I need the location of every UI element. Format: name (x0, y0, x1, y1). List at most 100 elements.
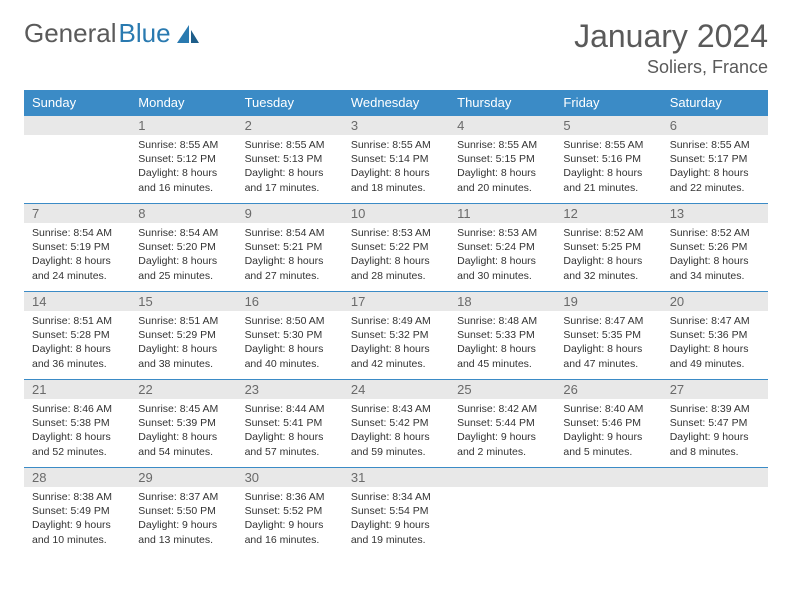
day-number: 11 (449, 204, 555, 223)
calendar-cell: 3Sunrise: 8:55 AMSunset: 5:14 PMDaylight… (343, 116, 449, 204)
calendar-cell: 9Sunrise: 8:54 AMSunset: 5:21 PMDaylight… (237, 204, 343, 292)
month-title: January 2024 (574, 18, 768, 55)
day-details: Sunrise: 8:52 AMSunset: 5:25 PMDaylight:… (555, 223, 661, 289)
day-details: Sunrise: 8:55 AMSunset: 5:12 PMDaylight:… (130, 135, 236, 201)
day-details: Sunrise: 8:49 AMSunset: 5:32 PMDaylight:… (343, 311, 449, 377)
day-details: Sunrise: 8:37 AMSunset: 5:50 PMDaylight:… (130, 487, 236, 553)
day-details: Sunrise: 8:50 AMSunset: 5:30 PMDaylight:… (237, 311, 343, 377)
day-details: Sunrise: 8:55 AMSunset: 5:16 PMDaylight:… (555, 135, 661, 201)
weekday-header: Wednesday (343, 90, 449, 116)
day-number: 30 (237, 468, 343, 487)
calendar-week-row: 7Sunrise: 8:54 AMSunset: 5:19 PMDaylight… (24, 204, 768, 292)
day-number: 16 (237, 292, 343, 311)
calendar-cell: 26Sunrise: 8:40 AMSunset: 5:46 PMDayligh… (555, 380, 661, 468)
day-number: 23 (237, 380, 343, 399)
day-number: 21 (24, 380, 130, 399)
day-details: Sunrise: 8:55 AMSunset: 5:15 PMDaylight:… (449, 135, 555, 201)
day-details: Sunrise: 8:54 AMSunset: 5:19 PMDaylight:… (24, 223, 130, 289)
day-number: 25 (449, 380, 555, 399)
calendar-cell: 18Sunrise: 8:48 AMSunset: 5:33 PMDayligh… (449, 292, 555, 380)
day-details: Sunrise: 8:45 AMSunset: 5:39 PMDaylight:… (130, 399, 236, 465)
day-number: 7 (24, 204, 130, 223)
day-number: 5 (555, 116, 661, 135)
calendar-cell: 5Sunrise: 8:55 AMSunset: 5:16 PMDaylight… (555, 116, 661, 204)
day-number: 27 (662, 380, 768, 399)
day-number: 24 (343, 380, 449, 399)
day-number: 29 (130, 468, 236, 487)
day-number: 2 (237, 116, 343, 135)
day-number: 8 (130, 204, 236, 223)
calendar-cell: 6Sunrise: 8:55 AMSunset: 5:17 PMDaylight… (662, 116, 768, 204)
calendar-cell: 17Sunrise: 8:49 AMSunset: 5:32 PMDayligh… (343, 292, 449, 380)
calendar-cell: 1Sunrise: 8:55 AMSunset: 5:12 PMDaylight… (130, 116, 236, 204)
day-details: Sunrise: 8:55 AMSunset: 5:17 PMDaylight:… (662, 135, 768, 201)
weekday-header: Tuesday (237, 90, 343, 116)
day-number: 12 (555, 204, 661, 223)
calendar-cell: 31Sunrise: 8:34 AMSunset: 5:54 PMDayligh… (343, 468, 449, 556)
logo-sail-icon (175, 23, 201, 45)
day-number: 10 (343, 204, 449, 223)
calendar-cell: 30Sunrise: 8:36 AMSunset: 5:52 PMDayligh… (237, 468, 343, 556)
weekday-header: Thursday (449, 90, 555, 116)
day-number-empty (449, 468, 555, 487)
day-number: 22 (130, 380, 236, 399)
calendar-cell (662, 468, 768, 556)
day-details: Sunrise: 8:51 AMSunset: 5:29 PMDaylight:… (130, 311, 236, 377)
day-number: 9 (237, 204, 343, 223)
calendar-cell: 7Sunrise: 8:54 AMSunset: 5:19 PMDaylight… (24, 204, 130, 292)
location: Soliers, France (574, 57, 768, 78)
day-details: Sunrise: 8:46 AMSunset: 5:38 PMDaylight:… (24, 399, 130, 465)
day-details: Sunrise: 8:43 AMSunset: 5:42 PMDaylight:… (343, 399, 449, 465)
calendar-cell: 2Sunrise: 8:55 AMSunset: 5:13 PMDaylight… (237, 116, 343, 204)
day-details: Sunrise: 8:48 AMSunset: 5:33 PMDaylight:… (449, 311, 555, 377)
weekday-header: Friday (555, 90, 661, 116)
weekday-header: Saturday (662, 90, 768, 116)
day-details: Sunrise: 8:47 AMSunset: 5:36 PMDaylight:… (662, 311, 768, 377)
day-number: 18 (449, 292, 555, 311)
calendar-week-row: 14Sunrise: 8:51 AMSunset: 5:28 PMDayligh… (24, 292, 768, 380)
day-details: Sunrise: 8:51 AMSunset: 5:28 PMDaylight:… (24, 311, 130, 377)
day-number: 13 (662, 204, 768, 223)
day-details: Sunrise: 8:44 AMSunset: 5:41 PMDaylight:… (237, 399, 343, 465)
day-number: 6 (662, 116, 768, 135)
logo-text-gray: General (24, 18, 117, 49)
calendar-cell: 29Sunrise: 8:37 AMSunset: 5:50 PMDayligh… (130, 468, 236, 556)
day-number-empty (555, 468, 661, 487)
weekday-header: Sunday (24, 90, 130, 116)
calendar-cell: 12Sunrise: 8:52 AMSunset: 5:25 PMDayligh… (555, 204, 661, 292)
day-number: 15 (130, 292, 236, 311)
calendar-cell: 19Sunrise: 8:47 AMSunset: 5:35 PMDayligh… (555, 292, 661, 380)
calendar-body: 1Sunrise: 8:55 AMSunset: 5:12 PMDaylight… (24, 116, 768, 556)
calendar-cell: 22Sunrise: 8:45 AMSunset: 5:39 PMDayligh… (130, 380, 236, 468)
weekday-header: Monday (130, 90, 236, 116)
calendar-cell: 28Sunrise: 8:38 AMSunset: 5:49 PMDayligh… (24, 468, 130, 556)
day-number: 3 (343, 116, 449, 135)
calendar-cell: 13Sunrise: 8:52 AMSunset: 5:26 PMDayligh… (662, 204, 768, 292)
day-details: Sunrise: 8:54 AMSunset: 5:20 PMDaylight:… (130, 223, 236, 289)
day-number: 17 (343, 292, 449, 311)
calendar-cell: 27Sunrise: 8:39 AMSunset: 5:47 PMDayligh… (662, 380, 768, 468)
day-details: Sunrise: 8:38 AMSunset: 5:49 PMDaylight:… (24, 487, 130, 553)
calendar-cell (555, 468, 661, 556)
day-details: Sunrise: 8:55 AMSunset: 5:13 PMDaylight:… (237, 135, 343, 201)
day-details: Sunrise: 8:47 AMSunset: 5:35 PMDaylight:… (555, 311, 661, 377)
calendar-table: Sunday Monday Tuesday Wednesday Thursday… (24, 90, 768, 556)
calendar-cell: 14Sunrise: 8:51 AMSunset: 5:28 PMDayligh… (24, 292, 130, 380)
day-details: Sunrise: 8:53 AMSunset: 5:22 PMDaylight:… (343, 223, 449, 289)
calendar-week-row: 1Sunrise: 8:55 AMSunset: 5:12 PMDaylight… (24, 116, 768, 204)
calendar-cell: 15Sunrise: 8:51 AMSunset: 5:29 PMDayligh… (130, 292, 236, 380)
day-details: Sunrise: 8:52 AMSunset: 5:26 PMDaylight:… (662, 223, 768, 289)
day-number-empty (24, 116, 130, 135)
calendar-cell: 25Sunrise: 8:42 AMSunset: 5:44 PMDayligh… (449, 380, 555, 468)
day-number: 19 (555, 292, 661, 311)
day-details: Sunrise: 8:36 AMSunset: 5:52 PMDaylight:… (237, 487, 343, 553)
calendar-week-row: 28Sunrise: 8:38 AMSunset: 5:49 PMDayligh… (24, 468, 768, 556)
calendar-cell: 8Sunrise: 8:54 AMSunset: 5:20 PMDaylight… (130, 204, 236, 292)
day-number: 1 (130, 116, 236, 135)
day-number: 28 (24, 468, 130, 487)
calendar-cell: 10Sunrise: 8:53 AMSunset: 5:22 PMDayligh… (343, 204, 449, 292)
day-details: Sunrise: 8:40 AMSunset: 5:46 PMDaylight:… (555, 399, 661, 465)
title-block: January 2024 Soliers, France (574, 18, 768, 78)
day-number: 4 (449, 116, 555, 135)
day-number: 20 (662, 292, 768, 311)
